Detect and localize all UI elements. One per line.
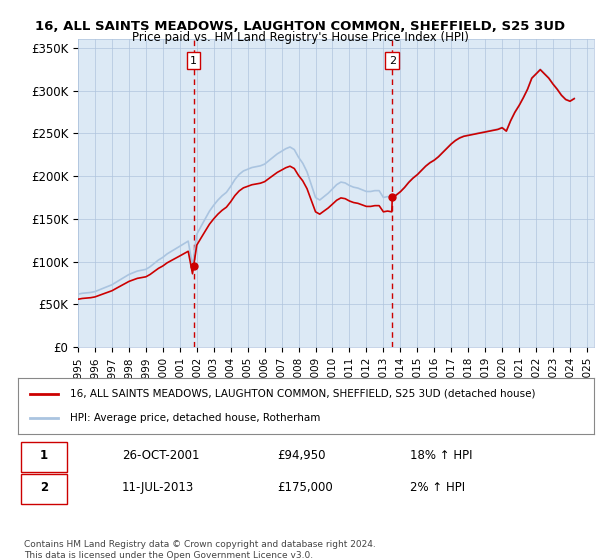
FancyBboxPatch shape (21, 442, 67, 472)
Text: 2: 2 (389, 56, 396, 66)
FancyBboxPatch shape (21, 474, 67, 504)
Text: 1: 1 (40, 449, 48, 462)
Text: 2: 2 (40, 481, 48, 494)
Text: 1: 1 (190, 56, 197, 66)
Text: HPI: Average price, detached house, Rotherham: HPI: Average price, detached house, Roth… (70, 413, 320, 423)
Text: Price paid vs. HM Land Registry's House Price Index (HPI): Price paid vs. HM Land Registry's House … (131, 31, 469, 44)
Text: £175,000: £175,000 (277, 481, 333, 494)
Text: 18% ↑ HPI: 18% ↑ HPI (410, 449, 472, 462)
Text: 16, ALL SAINTS MEADOWS, LAUGHTON COMMON, SHEFFIELD, S25 3UD: 16, ALL SAINTS MEADOWS, LAUGHTON COMMON,… (35, 20, 565, 32)
Text: 2% ↑ HPI: 2% ↑ HPI (410, 481, 465, 494)
Text: Contains HM Land Registry data © Crown copyright and database right 2024.
This d: Contains HM Land Registry data © Crown c… (24, 540, 376, 560)
Text: 26-OCT-2001: 26-OCT-2001 (122, 449, 199, 462)
Text: 11-JUL-2013: 11-JUL-2013 (122, 481, 194, 494)
Text: 16, ALL SAINTS MEADOWS, LAUGHTON COMMON, SHEFFIELD, S25 3UD (detached house): 16, ALL SAINTS MEADOWS, LAUGHTON COMMON,… (70, 389, 535, 399)
Text: £94,950: £94,950 (277, 449, 326, 462)
